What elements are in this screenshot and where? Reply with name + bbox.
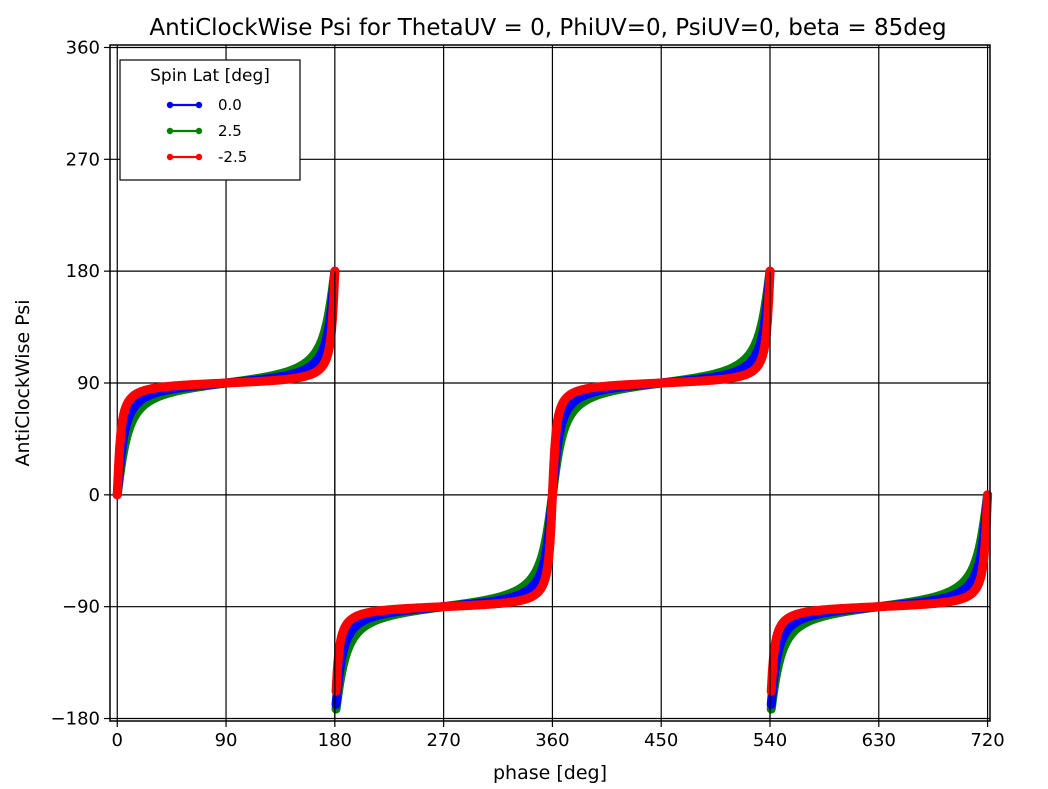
x-tick-label-2: 180: [318, 730, 352, 751]
x-tick-label-5: 450: [644, 730, 678, 751]
x-tick-label-4: 360: [535, 730, 569, 751]
y-tick-label-4: 180: [66, 261, 100, 282]
series--2.5-segment-1: [331, 266, 775, 696]
legend-label-0: 0.0: [218, 96, 242, 114]
legend-marker-end-2: [195, 153, 203, 161]
y-tick-label-1: −90: [62, 597, 100, 618]
legend-marker-start-0: [166, 101, 174, 109]
y-axis-ticks: −180 −90 0 90 180 270 360: [51, 37, 110, 730]
series--2.5-segment-2: [766, 490, 993, 696]
x-axis-ticks: 0 90 180 270 360 450 540 630 720: [112, 721, 1005, 751]
wrap-connectors: [334, 271, 771, 719]
x-tick-label-8: 720: [970, 730, 1004, 751]
legend-entry-1: 2.5: [166, 122, 242, 140]
legend-marker-start-2: [166, 153, 174, 161]
legend-label-2: -2.5: [218, 148, 247, 166]
legend-marker-end-0: [195, 101, 203, 109]
x-tick-label-7: 630: [862, 730, 896, 751]
legend-entry-0: 0.0: [166, 96, 242, 114]
x-tick-label-6: 540: [753, 730, 787, 751]
chart-title: AntiClockWise Psi for ThetaUV = 0, PhiUV…: [149, 15, 946, 41]
legend: Spin Lat [deg] 0.0 2.5 -2.5: [119, 59, 301, 181]
y-axis-label: AntiClockWise Psi: [12, 300, 34, 467]
legend-title: Spin Lat [deg]: [150, 66, 270, 86]
series--2.5: [112, 266, 993, 696]
legend-marker-start-1: [166, 127, 174, 135]
y-tick-label-2: 0: [89, 485, 100, 506]
y-tick-label-5: 270: [66, 149, 100, 170]
x-tick-label-3: 270: [426, 730, 460, 751]
y-tick-label-6: 360: [66, 37, 100, 58]
x-axis-label: phase [deg]: [493, 762, 607, 784]
legend-entry-2: -2.5: [166, 148, 247, 166]
x-tick-label-1: 90: [215, 730, 238, 751]
y-tick-label-0: −180: [51, 709, 100, 730]
series-layer: [112, 266, 993, 719]
legend-label-1: 2.5: [218, 122, 242, 140]
legend-entries: 0.0 2.5 -2.5: [166, 96, 247, 166]
x-tick-label-0: 0: [112, 730, 123, 751]
legend-box: [119, 59, 301, 181]
y-tick-label-3: 90: [77, 373, 100, 394]
plot-area: [109, 44, 993, 722]
legend-marker-end-1: [195, 127, 203, 135]
series--2.5-segment-0: [112, 266, 340, 500]
